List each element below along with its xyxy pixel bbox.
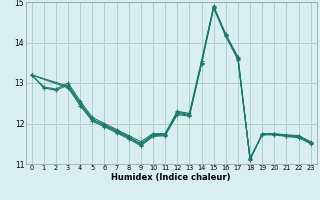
X-axis label: Humidex (Indice chaleur): Humidex (Indice chaleur) bbox=[111, 173, 231, 182]
